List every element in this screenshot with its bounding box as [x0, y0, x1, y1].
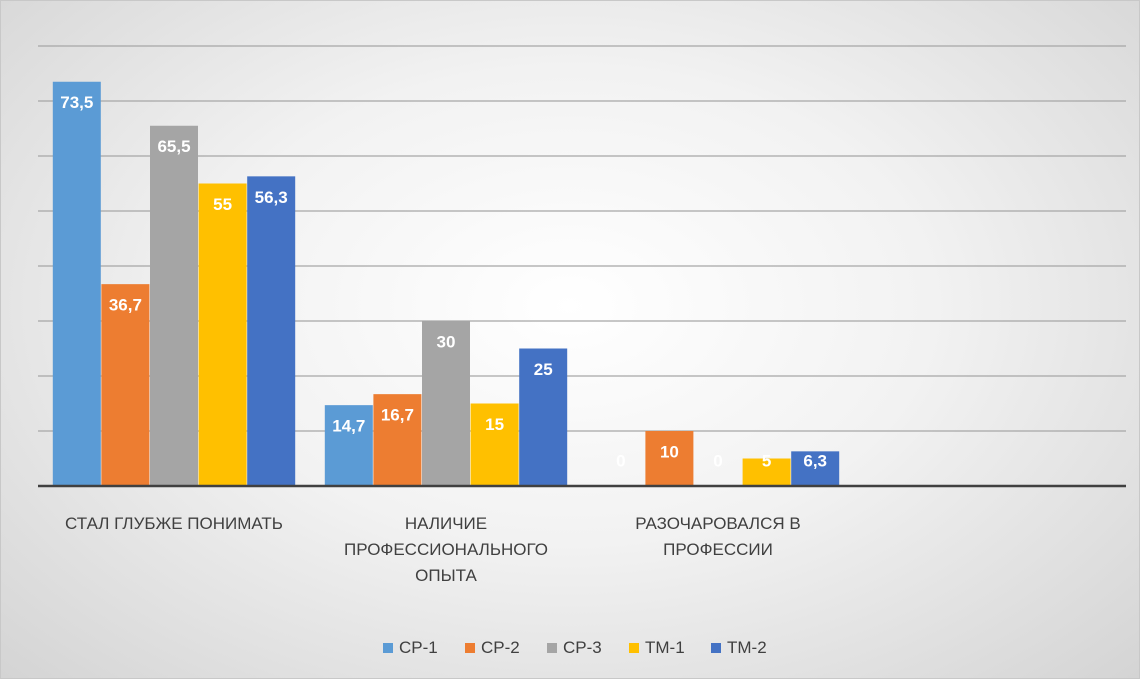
bar [150, 125, 198, 486]
data-label: 56,3 [255, 188, 288, 207]
data-label: 16,7 [381, 406, 414, 425]
bar [52, 81, 101, 486]
legend-label: СР-2 [481, 638, 520, 657]
legend-label: СР-1 [399, 638, 438, 657]
legend-item: ТМ-2 [711, 638, 767, 658]
bar [324, 405, 373, 486]
bar [742, 458, 791, 486]
x-tick-label: НАЛИЧИЕ ПРОФЕССИОНАЛЬНОГО ОПЫТА [344, 514, 548, 585]
bar [422, 321, 470, 486]
legend-swatch [711, 643, 721, 653]
legend-swatch [629, 643, 639, 653]
bar [373, 394, 422, 486]
legend-item: ТМ-1 [629, 638, 685, 658]
data-label: 73,5 [60, 93, 93, 112]
bar [247, 176, 296, 486]
data-label: 14,7 [332, 417, 365, 436]
data-label: 6,3 [803, 451, 827, 470]
legend-item: СР-1 [383, 638, 438, 658]
x-tick-label: РАЗОЧАРОВАЛСЯ В ПРОФЕССИИ [635, 514, 801, 559]
data-label: 30 [437, 332, 456, 351]
legend-label: ТМ-2 [727, 638, 767, 657]
bar [519, 348, 568, 486]
bar [645, 431, 694, 486]
x-tick-label: СТАЛ ГЛУБЖЕ ПОНИМАТЬ [65, 514, 283, 533]
data-label: 65,5 [157, 137, 190, 156]
legend-swatch [547, 643, 557, 653]
legend-item: СР-2 [465, 638, 520, 658]
data-label: 0 [713, 451, 722, 470]
legend-swatch [465, 643, 475, 653]
data-label: 5 [762, 451, 771, 470]
data-label: 15 [485, 415, 504, 434]
data-label: 55 [213, 195, 232, 214]
legend-label: СР-3 [563, 638, 602, 657]
data-label: 0 [616, 451, 625, 470]
bar [470, 403, 519, 486]
data-label: 36,7 [109, 296, 142, 315]
legend-swatch [383, 643, 393, 653]
legend-label: ТМ-1 [645, 638, 685, 657]
bar [101, 284, 150, 486]
legend-item: СР-3 [547, 638, 602, 658]
bar [198, 183, 247, 486]
data-label: 10 [660, 442, 679, 461]
data-label: 25 [534, 360, 553, 379]
bar [791, 451, 840, 486]
